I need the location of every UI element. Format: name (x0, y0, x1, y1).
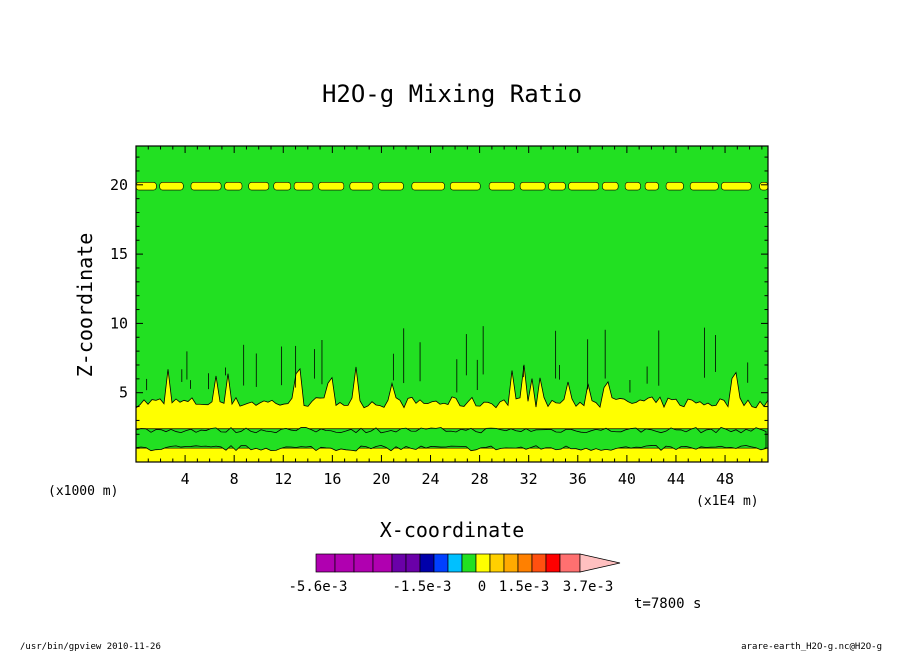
colorbar-cell (517, 553, 533, 573)
colorbar-cell (433, 553, 449, 573)
contour-band-upper-segment (665, 182, 684, 191)
contour-band-upper-segment (644, 182, 659, 191)
colorbar-cell (503, 553, 519, 573)
colorbar-tick-label: -1.5e-3 (392, 579, 451, 595)
x-tick-label: 16 (323, 470, 341, 488)
colorbar-cell (419, 553, 435, 573)
time-label: t=7800 s (634, 596, 701, 612)
plot-frame (135, 145, 769, 463)
colorbar-cell (372, 553, 393, 573)
z-unit-label: (x1000 m) (48, 484, 118, 499)
colorbar-cell (447, 553, 463, 573)
colorbar-cell (391, 553, 407, 573)
colorbar-tick-label: 0 (478, 579, 486, 595)
contour-band-upper-segment (721, 182, 752, 191)
colorbar-tick-label: 3.7e-3 (563, 579, 614, 595)
contour-band-upper-segment (488, 182, 516, 191)
x-tick-label: 8 (230, 470, 239, 488)
y-tick-label: 10 (110, 314, 128, 332)
y-tick-label: 15 (110, 245, 128, 263)
x-tick-label: 20 (372, 470, 390, 488)
x-axis-label: X-coordinate (380, 518, 525, 542)
colorbar-cell (489, 553, 505, 573)
x-tick-label: 24 (421, 470, 439, 488)
colorbar-arrow (579, 553, 621, 573)
contour-band-upper-segment (248, 182, 270, 191)
contour-band-upper-segment (135, 182, 157, 191)
contour-band-upper-segment (273, 182, 291, 191)
contour-band-upper-segment (689, 182, 719, 191)
colorbar-tick-label: 1.5e-3 (499, 579, 550, 595)
contour-band-upper-segment (293, 182, 314, 191)
colorbar-cell (559, 553, 581, 573)
colorbar-cell (315, 553, 336, 573)
contour-band-upper-segment (411, 182, 445, 191)
contour-band-upper-segment (548, 182, 566, 191)
x-tick-label: 36 (569, 470, 587, 488)
contour-band-upper-segment (759, 182, 769, 191)
colorbar-cell (461, 553, 477, 573)
colorbar-cell (353, 553, 374, 573)
x-tick-label: 48 (716, 470, 734, 488)
contour-band-upper-segment (519, 182, 546, 191)
contour-band-upper-segment (318, 182, 345, 191)
colorbar-tick-label: -5.6e-3 (288, 579, 347, 595)
contour-band-upper-segment (602, 182, 619, 191)
contour-band-upper-segment (224, 182, 243, 191)
footer-right: arare-earth_H2O-g.nc@H2O-g (741, 642, 882, 652)
x-tick-label: 28 (471, 470, 489, 488)
contour-band-upper-segment (159, 182, 184, 191)
y-tick-label: 20 (110, 176, 128, 194)
contour-band-surface (135, 447, 769, 463)
colorbar-cell (531, 553, 547, 573)
footer-left: /usr/bin/gpview 2010-11-26 (20, 642, 161, 652)
colorbar-cell (545, 553, 561, 573)
x-tick-label: 40 (618, 470, 636, 488)
contour-band-upper-segment (624, 182, 641, 191)
x-tick-label: 44 (667, 470, 685, 488)
colorbar-cell (475, 553, 491, 573)
contour-band-upper-segment (568, 182, 600, 191)
x-unit-label: (x1E4 m) (696, 494, 759, 509)
contour-band-upper-segment (449, 182, 481, 191)
colorbar-cell (405, 553, 421, 573)
contour-band-upper-segment (349, 182, 374, 191)
contour-band-upper-segment (378, 182, 404, 191)
colorbar: -5.6e-3 -1.5e-3 0 1.5e-3 3.7e-3 (288, 553, 621, 595)
x-tick-label: 12 (274, 470, 292, 488)
x-tick-label: 4 (181, 470, 190, 488)
contour-band-mid (135, 364, 769, 430)
y-tick-label: 5 (119, 384, 128, 402)
chart-title: H2O-g Mixing Ratio (322, 80, 582, 108)
contour-band-upper-segment (190, 182, 222, 191)
colorbar-cell (334, 553, 355, 573)
y-axis-label: Z-coordinate (73, 233, 97, 378)
x-tick-label: 32 (520, 470, 538, 488)
